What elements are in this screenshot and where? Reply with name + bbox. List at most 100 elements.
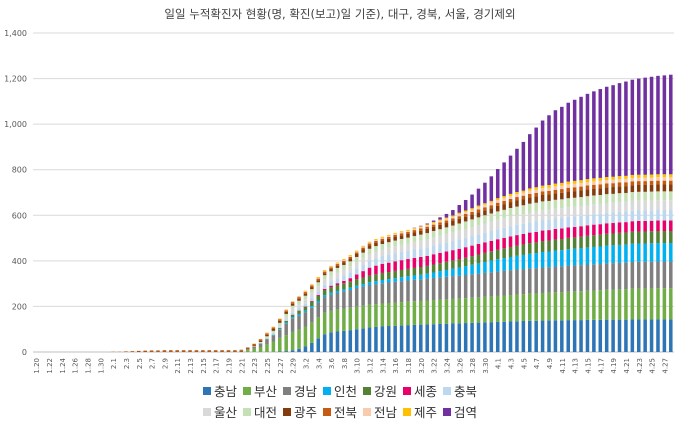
legend-swatch <box>203 387 211 395</box>
bar-segment <box>663 210 667 220</box>
bar-segment <box>246 349 250 350</box>
bar-segment <box>470 236 474 246</box>
bar-segment <box>637 192 641 201</box>
bar-segment <box>637 175 641 178</box>
bar-segment <box>528 294 532 321</box>
bar-segment <box>406 251 410 259</box>
bar-segment <box>419 279 423 301</box>
bar-segment <box>425 224 429 225</box>
bar-segment <box>419 257 423 267</box>
bar-segment <box>534 193 538 196</box>
bar-segment <box>599 188 603 195</box>
bar-segment <box>387 235 391 236</box>
bar-segment <box>650 177 654 180</box>
bar-segment <box>586 182 590 185</box>
bar-segment <box>393 246 397 253</box>
bar-segment <box>515 256 519 270</box>
bar-segment <box>528 243 532 254</box>
bar-segment <box>496 200 500 203</box>
bar-segment <box>592 181 596 184</box>
bar-segment <box>310 289 314 293</box>
bar-segment <box>515 270 519 295</box>
bar-segment <box>272 331 276 333</box>
bar-segment <box>522 234 526 244</box>
bar-segment <box>278 330 282 338</box>
bar-segment <box>643 178 647 181</box>
legend-swatch <box>203 408 211 416</box>
chart-title: 일일 누적확진자 현황(명, 확진(보고)일 기준), 대구, 경북, 서울, … <box>164 7 515 21</box>
bar-segment <box>573 320 577 352</box>
bar-segment <box>592 225 596 235</box>
bar-segment <box>400 231 404 232</box>
bar-segment <box>509 199 513 202</box>
bar-segment <box>316 338 320 352</box>
bar-segment <box>541 195 545 201</box>
bar-segment <box>624 182 628 186</box>
legend-item: 제주 <box>403 402 437 421</box>
bar-segment <box>464 238 468 247</box>
bar-segment <box>413 236 417 242</box>
bar-segment <box>611 213 615 223</box>
bar-segment <box>323 270 327 271</box>
bar-segment <box>483 205 487 208</box>
bar-segment <box>656 319 660 352</box>
bar-segment <box>477 225 481 234</box>
bar-segment <box>547 185 551 188</box>
bar-segment <box>522 269 526 294</box>
bar-segment <box>406 230 410 231</box>
bar-segment <box>368 285 372 305</box>
bar-segment <box>419 325 423 352</box>
bar-segment <box>323 297 327 312</box>
bar-segment <box>599 89 603 178</box>
bar-segment <box>631 262 635 289</box>
legend-item: 강원 <box>363 381 397 400</box>
bar-segment <box>464 298 468 323</box>
bar-segment <box>624 320 628 352</box>
bar-segment <box>432 222 436 223</box>
bar-segment <box>265 335 269 337</box>
x-tick-label: 2.27 <box>277 358 285 374</box>
bar-segment <box>496 229 500 239</box>
bar-segment <box>304 311 308 312</box>
bar-segment <box>663 75 667 174</box>
bar-segment <box>547 210 551 220</box>
bar-segment <box>374 284 378 304</box>
x-tick-label: 2.25 <box>264 358 272 374</box>
bar-segment <box>451 216 455 217</box>
bar-segment <box>368 275 372 282</box>
bar-segment <box>214 350 218 351</box>
bar-segment <box>611 245 615 263</box>
bar-segment <box>445 219 449 221</box>
bar-segment <box>669 200 673 210</box>
bar-segment <box>579 265 583 291</box>
bar-segment <box>669 319 673 352</box>
bar-segment <box>342 281 346 283</box>
bar-segment <box>663 181 667 185</box>
bar-segment <box>349 278 353 281</box>
series-세종 <box>291 221 673 315</box>
bar-segment <box>214 351 218 352</box>
bar-segment <box>592 91 596 178</box>
bar-segment <box>547 201 551 210</box>
bar-segment <box>650 231 654 243</box>
bar-segment <box>432 278 436 300</box>
x-tick-label: 4.27 <box>661 358 669 374</box>
x-tick-label: 3.6 <box>328 357 336 369</box>
bar-segment <box>663 231 667 243</box>
bar-segment <box>534 321 538 352</box>
x-tick-label: 4.9 <box>546 358 554 369</box>
legend-swatch <box>283 387 291 395</box>
bar-segment <box>566 292 570 320</box>
bar-segment <box>400 270 404 277</box>
bar-segment <box>579 190 583 197</box>
bar-segment <box>490 322 494 352</box>
bar-segment <box>381 303 385 326</box>
bar-segment <box>413 325 417 352</box>
bar-segment <box>432 223 436 225</box>
bar-segment <box>265 337 269 338</box>
y-tick-label: 1,000 <box>4 120 27 129</box>
bar-segment <box>381 280 385 283</box>
bar-segment <box>656 210 660 220</box>
bar-segment <box>349 290 353 308</box>
bar-segment <box>541 188 545 191</box>
